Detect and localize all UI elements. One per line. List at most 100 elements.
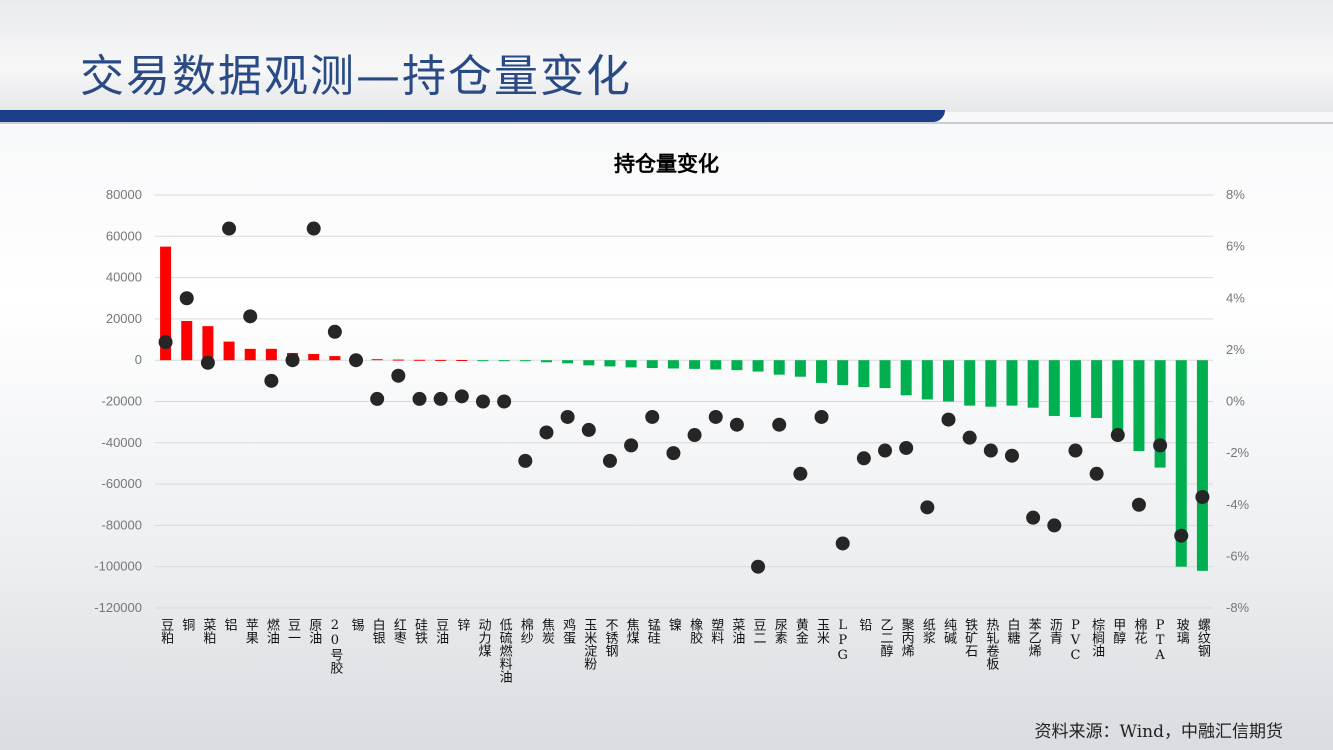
scatter-point	[1004, 448, 1019, 463]
bar	[943, 360, 954, 402]
scatter-point	[243, 309, 258, 324]
x-tick-label: 豆粕	[158, 618, 174, 644]
bar	[435, 359, 447, 361]
x-tick-label: 甲醇	[1110, 618, 1126, 644]
scatter-point	[200, 355, 215, 370]
scatter-point	[433, 391, 448, 406]
x-tick-label: 苹果	[243, 618, 259, 644]
bar	[202, 326, 214, 361]
bar	[773, 360, 785, 375]
x-tick-label: 纯碱	[941, 618, 957, 644]
y-tick-label: 20000	[106, 311, 142, 326]
bar	[477, 360, 489, 362]
bar	[964, 360, 976, 406]
scatter-point	[687, 428, 702, 443]
bar	[625, 360, 637, 368]
x-tick-label: LPG	[835, 618, 850, 663]
bar	[837, 360, 849, 385]
x-tick-label: 黄金	[793, 618, 809, 644]
right-axis: 8% 6% 4% 2% 0% -2% -4% -6% -8%	[1226, 187, 1250, 615]
scatter-point	[751, 559, 766, 574]
x-tick-label: 焦炭	[539, 618, 555, 645]
x-tick-label: 锡	[349, 618, 365, 631]
y2-tick-label: 2%	[1226, 342, 1245, 357]
scatter-point	[285, 353, 300, 368]
x-tick-label: 低硫燃料油	[497, 618, 513, 683]
x-tick-label: 锌	[454, 618, 470, 631]
bar	[858, 360, 870, 388]
x-tick-label: 豆一	[285, 618, 301, 644]
scatter-point	[1153, 438, 1168, 453]
bar	[1006, 360, 1018, 406]
bar	[1154, 360, 1166, 468]
bar	[562, 360, 574, 364]
bar	[456, 359, 468, 361]
y-tick-label: -20000	[102, 394, 142, 409]
scatter-point	[708, 409, 723, 424]
bar	[308, 354, 320, 361]
bar	[583, 360, 595, 366]
x-tick-label: 苯乙烯	[1026, 618, 1042, 657]
y-tick-label: 0	[135, 352, 142, 367]
x-tick-label: 红枣	[391, 617, 407, 644]
bar	[1112, 360, 1124, 435]
scatter-point	[962, 430, 977, 445]
bar	[540, 360, 552, 363]
x-tick-label: 热轧卷板	[983, 618, 999, 671]
x-axis: 豆粕铜菜粕铝苹果 燃油 豆一 原油 20号胶锡白银 红枣 硅铁 豆油锌动力煤 低硫燃料油 棉纱 焦炭…	[158, 617, 1210, 683]
x-tick-label: 纸浆	[920, 618, 936, 644]
left-axis: 80000 60000 40000 20000 0 -20000 -40000 -60000 -…	[94, 187, 142, 615]
y-tick-label: -60000	[102, 476, 142, 491]
bar	[985, 360, 997, 407]
scatter-point	[560, 409, 575, 424]
bar	[181, 320, 193, 361]
x-tick-label: 棕榈油	[1089, 618, 1105, 657]
y-tick-label: -80000	[102, 517, 142, 532]
x-tick-label: 塑料	[708, 618, 724, 644]
chart-title: 持仓量变化	[614, 152, 719, 176]
bar	[900, 360, 912, 396]
scatter-point	[264, 373, 279, 388]
scatter-point	[835, 536, 850, 551]
scatter-point	[624, 438, 639, 453]
bar	[392, 359, 404, 361]
x-tick-label: 燃油	[264, 617, 280, 644]
source-note: 资料来源：Wind，中融汇信期货	[1034, 722, 1283, 742]
y-tick-label: 60000	[106, 228, 142, 243]
scatter-point	[602, 453, 617, 468]
scatter-point	[391, 368, 406, 383]
bar	[816, 360, 828, 383]
bar	[710, 360, 722, 370]
x-tick-label: 白糖	[1004, 617, 1020, 645]
bar	[1027, 360, 1039, 408]
scatter-point	[899, 440, 914, 455]
x-tick-label: 焦煤	[624, 618, 640, 644]
bar-series	[160, 246, 1208, 571]
x-tick-label: 鸡蛋	[560, 617, 576, 645]
x-tick-label: 玉米	[814, 618, 830, 644]
x-tick-label: 动力煤	[475, 618, 491, 657]
scatter-point	[1110, 428, 1125, 443]
scatter-point	[179, 291, 194, 306]
scatter-series	[158, 221, 1210, 574]
scatter-point	[729, 417, 744, 432]
bar	[160, 246, 172, 361]
scatter-point	[222, 221, 237, 236]
scatter-point	[793, 466, 808, 481]
x-tick-label: 铝	[222, 618, 238, 631]
x-tick-label: 菜油	[729, 618, 745, 644]
x-tick-label: 橡胶	[687, 618, 703, 645]
scatter-point	[920, 500, 935, 515]
x-tick-label: 棉花	[1131, 618, 1147, 645]
gridlines	[155, 194, 1213, 609]
scatter-point	[878, 443, 893, 458]
scatter-point	[1026, 510, 1041, 525]
bar	[1091, 360, 1103, 419]
y2-tick-label: -2%	[1226, 445, 1250, 460]
y2-tick-label: 6%	[1226, 239, 1245, 254]
bar	[223, 341, 235, 361]
scatter-point	[158, 335, 173, 350]
scatter-point	[412, 391, 427, 406]
y-tick-label: -120000	[94, 600, 142, 615]
